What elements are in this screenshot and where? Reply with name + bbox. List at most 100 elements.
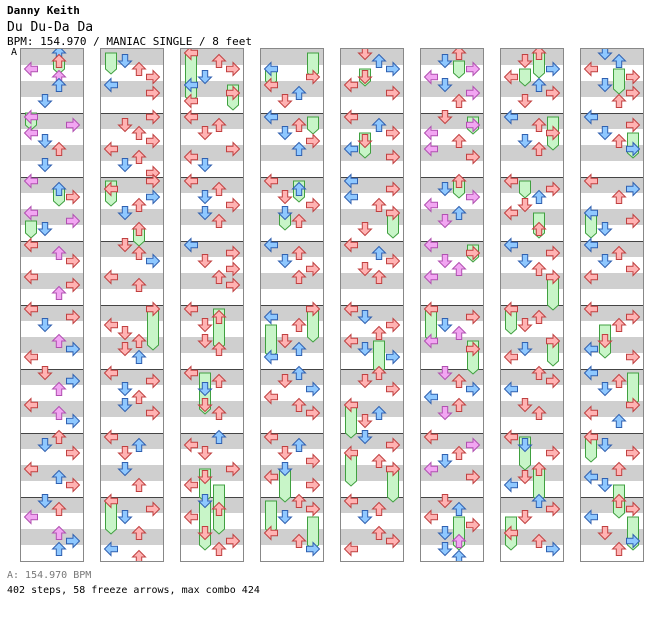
beat-stripe [581,49,643,65]
measure-line [501,177,563,178]
measure-line [261,305,323,306]
right-arrow [626,261,641,277]
right-arrow [146,405,161,421]
right-arrow [546,333,561,349]
up-arrow [131,437,147,452]
left-arrow [183,509,198,525]
measure-line [21,305,83,306]
down-arrow [197,398,213,413]
down-arrow [517,94,533,109]
up-arrow [291,341,307,356]
right-arrow [386,205,401,221]
right-arrow [146,69,161,85]
down-arrow [597,526,613,541]
up-arrow [531,261,547,276]
song-title: Du Du-Da Da [7,20,94,35]
up-arrow [451,49,467,60]
up-arrow [211,53,227,68]
up-arrow [131,277,147,292]
left-arrow [423,197,438,213]
beat-stripe [101,209,163,225]
down-arrow [437,542,453,557]
up-arrow [611,317,627,332]
measure-line [261,113,323,114]
beat-stripe [181,401,243,417]
right-arrow [466,517,481,533]
left-arrow [343,77,358,93]
down-arrow [437,526,453,541]
right-arrow [386,181,401,197]
beat-stripe [501,401,563,417]
left-arrow [183,93,198,109]
up-arrow [611,93,627,108]
down-arrow [117,446,133,461]
up-arrow [371,245,387,260]
left-arrow [183,77,198,93]
down-arrow [37,438,53,453]
beat-stripe [181,497,243,513]
right-arrow [386,317,401,333]
measure-line [181,113,243,114]
right-arrow [626,181,641,197]
down-arrow [517,438,533,453]
down-arrow [117,206,133,221]
down-arrow [437,110,453,125]
right-arrow [546,373,561,389]
left-arrow [23,509,38,525]
right-arrow [306,501,321,517]
up-arrow [131,197,147,212]
up-arrow [451,325,467,340]
down-arrow [117,54,133,69]
right-arrow [466,245,481,261]
left-arrow [503,69,518,85]
left-arrow [103,365,118,381]
right-arrow [66,253,81,269]
left-arrow [583,173,598,189]
left-arrow [343,333,358,349]
left-arrow [183,477,198,493]
left-arrow [263,389,278,405]
right-arrow [66,413,81,429]
down-arrow [357,310,373,325]
down-arrow [357,70,373,85]
freeze-arrow [613,68,625,95]
measure-line [101,369,163,370]
right-arrow [626,141,641,157]
left-arrow [583,205,598,221]
up-arrow [531,141,547,156]
freeze-arrow [453,60,465,79]
freeze-arrow [105,52,117,75]
up-arrow [291,141,307,156]
down-arrow [597,126,613,141]
right-arrow [386,125,401,141]
up-arrow [531,77,547,92]
beat-stripe [341,273,403,289]
left-arrow [343,301,358,317]
down-arrow [517,134,533,149]
beat-stripe [101,241,163,257]
beat-stripe [181,209,243,225]
right-arrow [626,85,641,101]
right-arrow [226,141,241,157]
down-arrow [117,118,133,133]
down-arrow [197,70,213,85]
right-arrow [66,533,81,549]
up-arrow [291,365,307,380]
left-arrow [263,77,278,93]
right-arrow [306,69,321,85]
song-meta: BPM: 154.970 / MANIAC SINGLE / 8 feet [7,35,253,48]
down-arrow [277,94,293,109]
up-arrow [291,533,307,548]
left-arrow [583,109,598,125]
down-arrow [517,470,533,485]
right-arrow [306,453,321,469]
left-arrow [343,109,358,125]
measure-line [581,177,643,178]
right-arrow [386,253,401,269]
right-arrow [226,61,241,77]
column-notes [263,52,321,557]
left-arrow [183,173,198,189]
freeze-arrow [519,180,531,199]
beat-stripe [101,529,163,545]
down-arrow [37,494,53,509]
